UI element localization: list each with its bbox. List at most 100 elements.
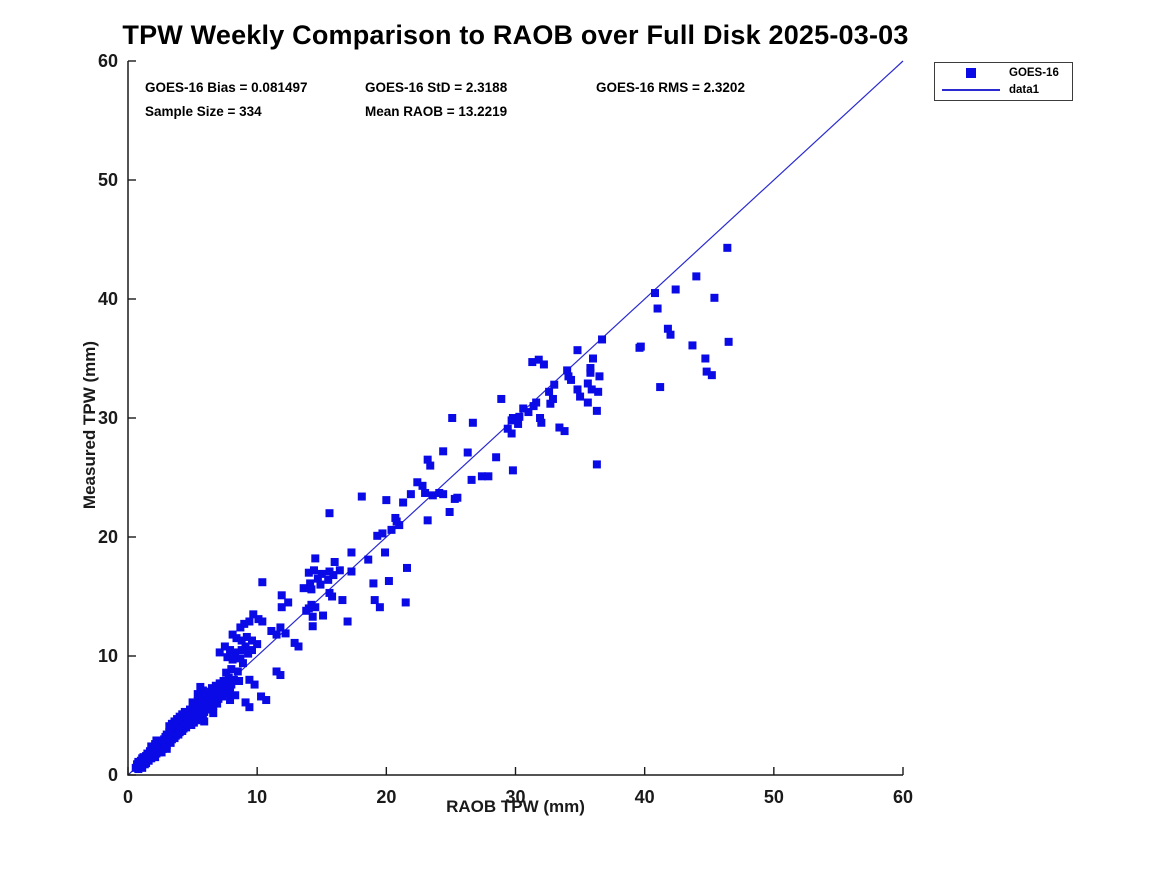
scatter-point [267,627,276,636]
scatter-point [567,375,576,384]
scatter-point [248,636,256,645]
scatter-point [586,364,595,373]
scatter-point [196,682,205,691]
scatter-point [250,680,259,689]
scatter-point [227,665,236,674]
scatter-point [226,687,235,696]
scatter-point [236,623,245,632]
scatter-point [448,414,457,422]
scatter-point [324,575,333,584]
scatter-point [477,472,486,481]
scatter-point [545,387,554,396]
x-tick-label: 10 [247,787,267,807]
scatter-point [384,577,393,586]
scatter-point [468,418,477,427]
scatter-point [220,642,229,651]
scatter-point [387,525,396,534]
scatter-point [281,629,290,638]
scatter-point [576,392,585,401]
scatter-point [347,548,356,557]
scatter-point [724,337,733,346]
scatter-point [653,304,662,313]
scatter-point [325,509,334,518]
scatter-point [304,568,313,577]
scatter-point [218,692,227,701]
scatter-point [215,648,224,657]
scatter-point [583,398,592,407]
scatter-point [423,455,432,464]
scatter-point [310,566,318,575]
scatter-point [587,385,596,394]
scatter-point [373,531,382,540]
scatter-point [226,696,235,705]
scatter-point [583,379,592,388]
scatter-point [399,498,408,507]
stat-sample-size: Sample Size = 334 [145,104,262,119]
x-tick-label: 40 [635,787,655,807]
scatter-point [227,680,236,689]
y-tick-label: 40 [98,289,118,309]
scatter-point [701,354,710,363]
scatter-point [277,603,286,612]
scatter-point [663,324,672,333]
scatter-point [188,698,197,707]
legend-line-icon [939,89,1003,91]
scatter-point [231,691,240,700]
scatter-point [294,642,303,651]
scatter-point [534,355,543,364]
legend-square-marker-icon [939,68,1003,78]
scatter-point [253,640,262,649]
scatter-point [277,591,286,600]
scatter-point [528,358,537,367]
scatter-point [592,406,601,415]
stat-bias: GOES-16 Bias = 0.081497 [145,80,308,95]
scatter-point [241,698,250,707]
scatter-point [692,272,701,281]
legend-entry-data1: data1 [939,82,1068,98]
scatter-point [406,490,415,499]
scatter-point [463,448,472,457]
stat-std: GOES-16 StD = 2.3188 [365,80,508,95]
scatter-point [563,366,572,375]
scatter-point [224,673,233,682]
y-tick-label: 0 [108,765,118,785]
scatter-point [157,748,166,757]
scatter-point [229,675,238,684]
scatter-point [450,494,459,503]
scatter-point [537,418,546,427]
y-tick-label: 10 [98,646,118,666]
scatter-point [375,603,384,612]
scatter-point [364,555,373,564]
scatter-point [560,427,569,436]
chart-title: TPW Weekly Comparison to RAOB over Full … [122,20,909,50]
scatter-point [532,398,541,407]
legend-box: GOES-16 data1 [934,62,1073,101]
scatter-point [651,289,659,298]
scatter-point [594,387,603,396]
scatter-point [222,668,231,677]
scatter-point [302,606,311,615]
scatter-point [228,655,237,664]
scatter-point [245,675,254,684]
scatter-point [235,676,244,685]
scatter-point [723,243,732,252]
scatter-point [242,632,251,641]
scatter-point [382,496,391,505]
scatter-point [467,475,476,484]
scatter-point [138,754,147,763]
scatter-point [426,461,435,470]
scatter-point [258,578,267,587]
scatter-point [707,371,716,380]
scatter-point [299,584,308,593]
scatter-point [347,567,356,576]
y-tick-label: 60 [98,51,118,71]
scatter-point [656,383,665,392]
scatter-point [335,566,344,575]
scatter-point [401,598,410,607]
scatter-point [536,414,545,422]
x-tick-label: 0 [123,787,133,807]
scatter-point [546,399,555,408]
scatter-point [378,529,387,538]
scatter-point [413,478,422,487]
